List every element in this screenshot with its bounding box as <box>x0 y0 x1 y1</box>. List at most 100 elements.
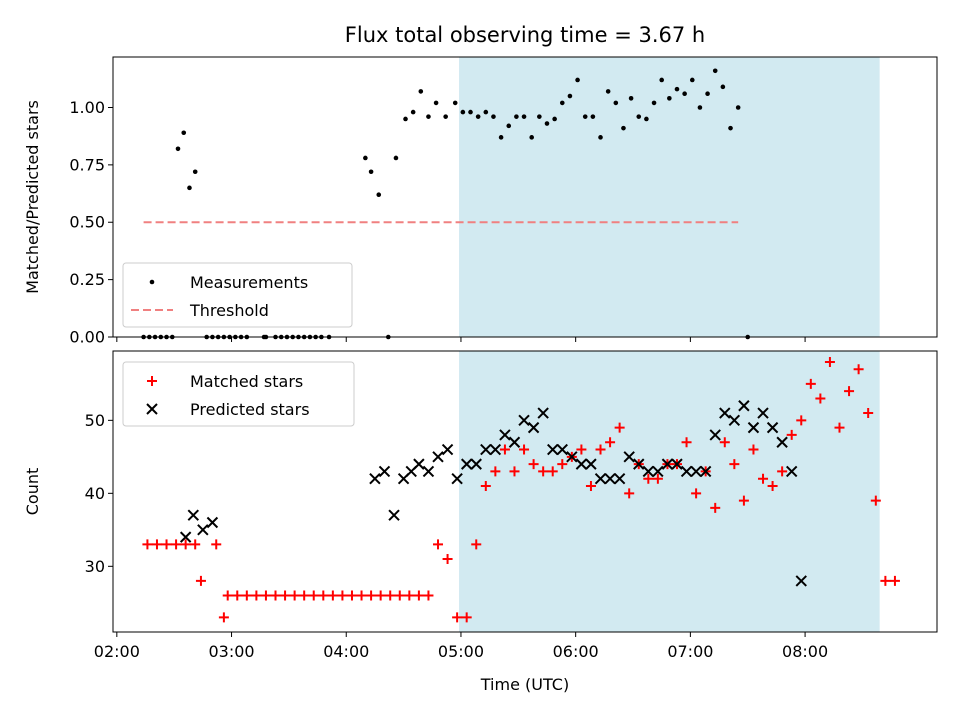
matched-stars-point <box>738 495 749 506</box>
measurements-point <box>621 125 626 131</box>
matched-stars-point <box>729 459 740 470</box>
counts-plot-frame <box>112 350 938 633</box>
measurements-point <box>187 185 192 191</box>
matched-stars-point <box>142 539 153 550</box>
predicted-stars-point <box>623 451 635 463</box>
matched-stars-point <box>180 539 191 550</box>
measurements-point <box>418 89 424 94</box>
predicted-stars-point <box>369 473 381 485</box>
measurements-point <box>582 114 588 119</box>
measurements-point <box>682 91 687 97</box>
predicted-stars-point <box>719 407 731 419</box>
measurements-point <box>426 114 431 119</box>
y-tick-label: 40 <box>85 484 105 503</box>
x-tick-label: 07:00 <box>667 642 713 661</box>
measurements-point <box>403 116 408 122</box>
matched-stars-point <box>151 539 162 550</box>
measurements-point <box>705 91 710 97</box>
measurements-point <box>651 100 657 106</box>
y-tick-label: 0.00 <box>69 328 105 347</box>
matched-stars-point <box>880 575 891 586</box>
matched-stars-point <box>404 590 415 601</box>
y-tick-label: 30 <box>85 557 105 576</box>
measurements-point <box>735 105 741 110</box>
matched-stars-point <box>652 473 663 484</box>
matched-stars-point <box>681 437 692 448</box>
counts-legend-box <box>122 361 355 427</box>
predicted-stars-point <box>441 443 454 456</box>
measurements-point <box>712 68 718 74</box>
counts-legend: Matched stars Predicted stars <box>122 361 355 427</box>
matched-stars-point <box>605 437 616 448</box>
predicted-stars-point <box>699 465 712 478</box>
matched-stars-point <box>289 590 300 601</box>
ratio-legend-box <box>122 262 353 328</box>
measurements-point <box>514 114 519 119</box>
measurements-point <box>689 77 695 83</box>
ratio-y-axis-label: Matched/Predicted stars <box>23 100 42 294</box>
matched-stars-point <box>385 590 396 601</box>
chart-title: Flux total observing time = 3.67 h <box>345 23 705 47</box>
matched-stars-legend-label: Matched stars <box>190 372 303 391</box>
matched-stars-point <box>211 539 222 550</box>
predicted-stars-point <box>460 458 473 470</box>
matched-stars-point <box>270 590 281 601</box>
matched-stars-point <box>375 590 386 601</box>
measurements-point <box>410 109 416 115</box>
matched-stars-point <box>232 590 243 601</box>
matched-stars-point <box>576 444 587 455</box>
predicted-stars-point <box>633 458 645 470</box>
threshold-legend-label: Threshold <box>189 301 269 320</box>
measurements-point <box>452 100 458 106</box>
matched-stars-point <box>161 539 172 550</box>
x-tick-label: 02:00 <box>94 642 140 661</box>
matched-stars-point <box>557 459 568 470</box>
measurements-point <box>567 93 573 99</box>
matched-stars-point <box>519 444 530 455</box>
predicted-stars-point <box>547 443 559 456</box>
predicted-stars-point <box>480 443 492 456</box>
matched-stars-point <box>480 481 491 492</box>
observing-window-shading <box>459 351 880 632</box>
matched-stars-point <box>327 590 338 601</box>
matched-stars-point <box>547 466 558 477</box>
predicted-stars-point <box>187 509 200 521</box>
matched-stars-point <box>614 422 625 433</box>
predicted-stars-point <box>575 458 588 470</box>
matched-stars-point <box>719 437 730 448</box>
measurements-point <box>475 114 481 119</box>
matched-stars-point <box>280 590 291 601</box>
observing-window-shading <box>459 57 880 337</box>
matched-stars-point <box>394 590 405 601</box>
matched-stars-point <box>299 590 310 601</box>
predicted-stars-point <box>179 531 192 543</box>
matched-stars-point <box>786 429 797 440</box>
measurements-point <box>728 125 733 131</box>
counts-panel: 30 40 50 02:00 03:00 04:00 05:00 06:00 07:00 08:… <box>23 350 938 661</box>
matched-stars-point <box>585 481 596 492</box>
measurements-point <box>667 96 672 101</box>
predicted-stars-point <box>671 458 683 470</box>
predicted-stars-legend-label: Predicted stars <box>190 400 310 419</box>
predicted-stars-point <box>738 400 750 412</box>
matched-stars-point <box>241 590 252 601</box>
matched-stars-point <box>758 473 769 484</box>
measurements-point <box>521 114 527 119</box>
predicted-stars-point <box>661 458 674 470</box>
matched-stars-point <box>528 459 539 470</box>
measurements-point <box>636 114 642 119</box>
predicted-stars-point <box>537 407 549 419</box>
measurements-point <box>628 96 634 101</box>
predicted-stars-point <box>556 443 568 456</box>
matched-stars-point <box>222 590 233 601</box>
predicted-stars-point <box>508 436 521 448</box>
measurements-point <box>443 114 448 119</box>
y-tick-label: 0.75 <box>69 155 105 174</box>
measurements-point <box>529 135 534 140</box>
predicted-stars-point <box>652 465 664 478</box>
x-tick-label: 03:00 <box>208 642 254 661</box>
measurements-point <box>498 135 504 140</box>
matched-stars-point <box>870 495 881 506</box>
matched-stars-point <box>624 488 635 499</box>
